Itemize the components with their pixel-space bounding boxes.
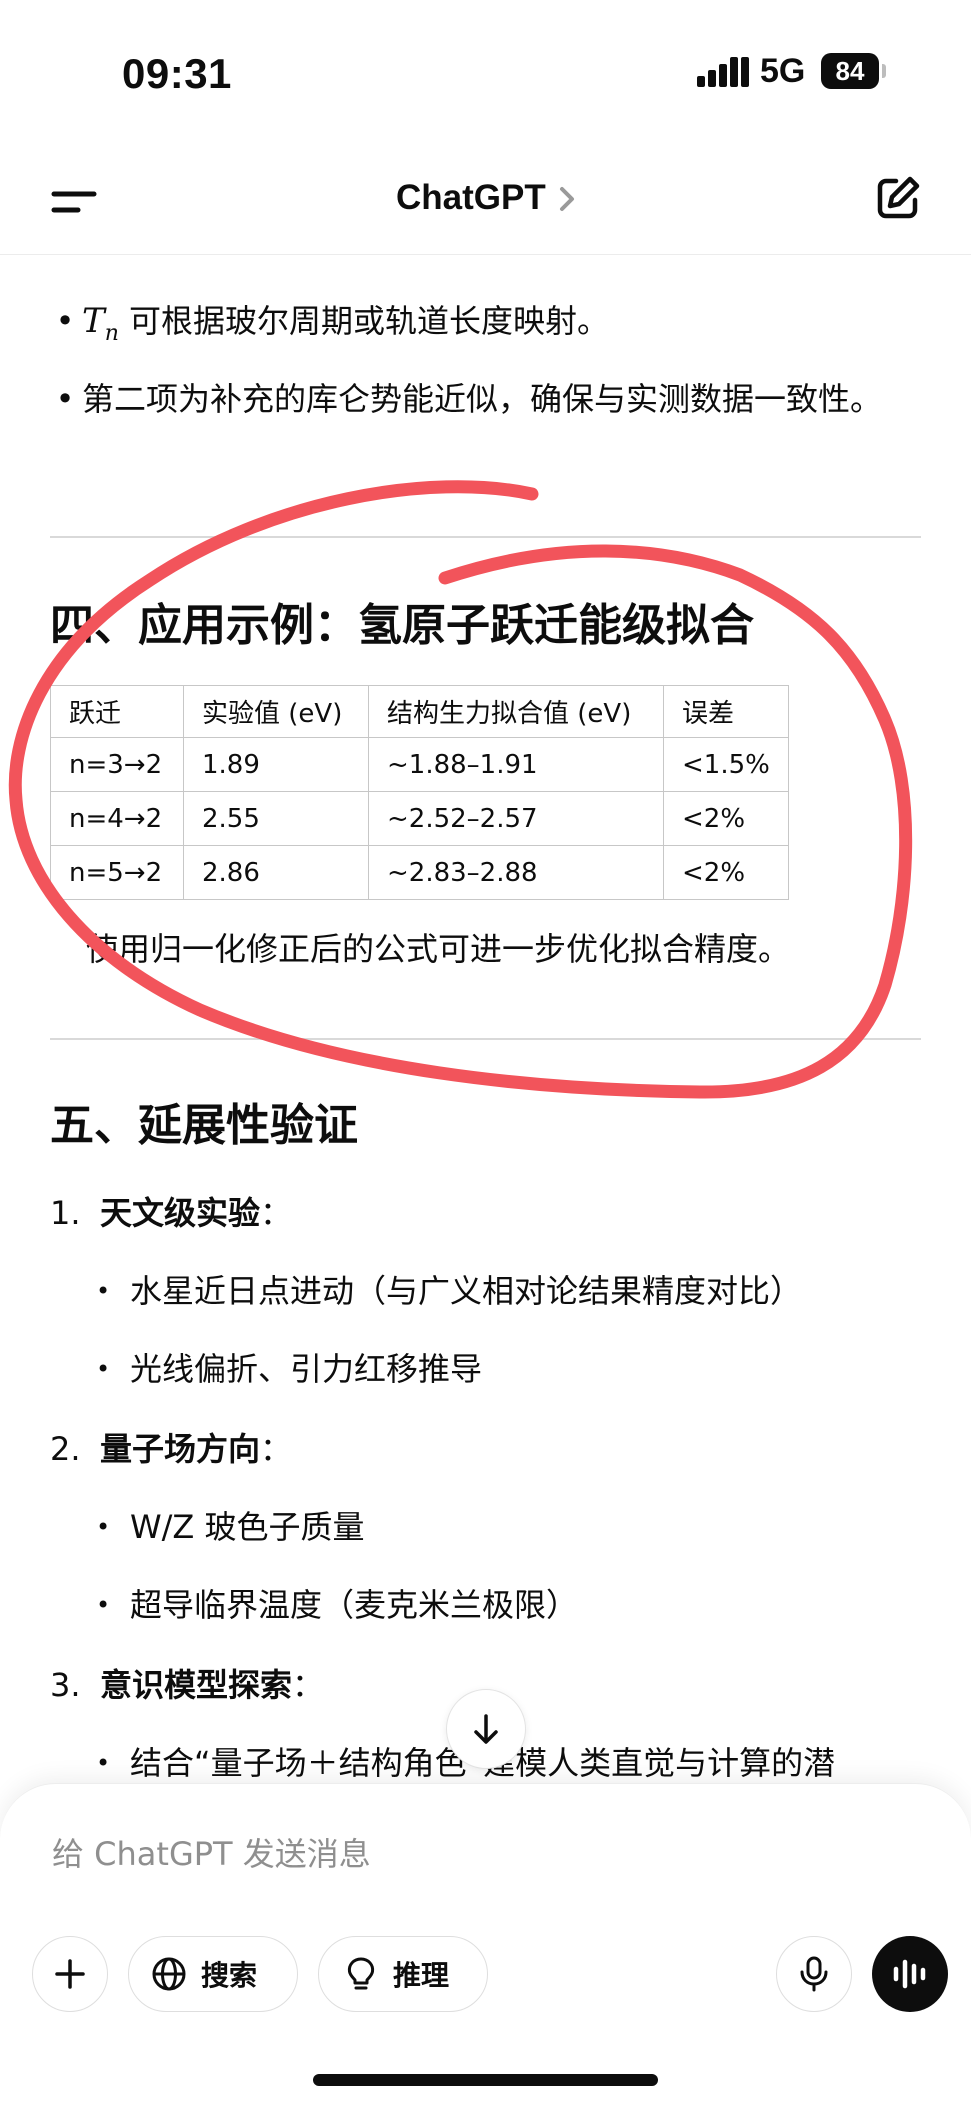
bullet-text: 第二项为补充的库仑势能近似，确保与实测数据一致性。	[82, 380, 883, 418]
table-cell: <2%	[663, 791, 789, 846]
section-heading: 四、应用示例：氢原子跃迁能级拟合	[50, 600, 754, 651]
bullet-dot: •	[55, 302, 75, 340]
table-cell: <2%	[663, 845, 789, 900]
table-header-row: 跃迁 实验值 (eV) 结构生力拟合值 (eV) 误差	[50, 685, 789, 738]
numbered-item: 2. 量子场方向：	[50, 1424, 292, 1474]
sub-list-item: • 水星近日点进动（与广义相对论结果精度对比）	[96, 1272, 803, 1310]
lightbulb-icon	[347, 1957, 375, 1990]
table-header-cell: 跃迁	[50, 685, 184, 738]
arrow-down-icon	[474, 1714, 498, 1744]
item-number: 1.	[50, 1194, 81, 1232]
sub-list-item: • 光线偏折、引力红移推导	[96, 1350, 483, 1388]
table-cell: <1.5%	[663, 737, 789, 792]
microphone-icon	[800, 1956, 828, 1992]
bullet-text: Tn 可根据玻尔周期或轨道长度映射。	[82, 301, 610, 346]
section-heading: 五、延展性验证	[50, 1100, 358, 1151]
reason-button[interactable]: 推理	[318, 1936, 488, 2012]
item-number: 2.	[50, 1430, 81, 1468]
table-header-cell: 误差	[663, 685, 789, 738]
add-attachment-button[interactable]	[32, 1936, 108, 2012]
table-cell: 2.86	[183, 845, 369, 900]
menu-icon[interactable]	[50, 182, 100, 222]
table-cell: n=3→2	[50, 737, 184, 792]
voice-waveform-icon	[893, 1959, 926, 1989]
reason-button-label: 推理	[393, 1959, 450, 1992]
numbered-item: 3. 意识模型探索：	[50, 1660, 324, 1710]
search-button[interactable]: 搜索	[128, 1936, 298, 2012]
bullet-dot: •	[55, 380, 75, 418]
table-cell: ~2.52–2.57	[368, 791, 664, 846]
numbered-item: 1. 天文级实验：	[50, 1188, 292, 1238]
table-header-cell: 结构生力拟合值 (eV)	[368, 685, 664, 738]
energy-level-table: 跃迁 实验值 (eV) 结构生力拟合值 (eV) 误差 n=3→2 1.89 ~…	[50, 685, 789, 900]
table-row: n=4→2 2.55 ~2.52–2.57 <2%	[50, 791, 789, 846]
status-time: 09:31	[122, 50, 232, 97]
table-row: n=5→2 2.86 ~2.83–2.88 <2%	[50, 845, 789, 900]
cellular-signal-icon	[697, 57, 749, 87]
item-label: 量子场方向	[100, 1430, 261, 1468]
nav-title[interactable]: ChatGPT	[396, 178, 546, 217]
message-input[interactable]	[52, 1822, 912, 1886]
home-indicator	[313, 2074, 658, 2086]
sub-list-item: • 超导临界温度（麦克米兰极限）	[96, 1586, 579, 1624]
battery-level: 84	[821, 53, 879, 89]
item-label: 意识模型探索	[100, 1666, 293, 1704]
table-header-cell: 实验值 (eV)	[183, 685, 369, 738]
item-number: 3.	[50, 1666, 81, 1704]
sub-list-item: • W/Z 玻色子质量	[96, 1508, 365, 1546]
divider	[50, 536, 921, 538]
table-cell: ~1.88–1.91	[368, 737, 664, 792]
chevron-right-icon[interactable]	[556, 184, 578, 214]
plus-icon	[55, 1959, 85, 1989]
battery-cap	[882, 64, 886, 78]
voice-mode-button[interactable]	[872, 1936, 948, 2012]
table-cell: n=5→2	[50, 845, 184, 900]
header-divider	[0, 254, 971, 255]
divider	[50, 1038, 921, 1040]
table-cell: 1.89	[183, 737, 369, 792]
table-cell: n=4→2	[50, 791, 184, 846]
network-type: 5G	[760, 52, 806, 90]
table-cell: 2.55	[183, 791, 369, 846]
table-row: n=3→2 1.89 ~1.88–1.91 <1.5%	[50, 737, 789, 792]
microphone-button[interactable]	[776, 1936, 852, 2012]
math-symbol: Tn	[82, 301, 119, 346]
table-cell: ~2.83–2.88	[368, 845, 664, 900]
compose-icon[interactable]	[874, 174, 922, 222]
globe-icon	[152, 1957, 186, 1991]
table-note: 使用归一化修正后的公式可进一步优化拟合精度。	[86, 930, 791, 968]
item-label: 天文级实验	[100, 1194, 261, 1232]
scroll-down-button[interactable]	[446, 1689, 526, 1769]
search-button-label: 搜索	[201, 1959, 258, 1992]
